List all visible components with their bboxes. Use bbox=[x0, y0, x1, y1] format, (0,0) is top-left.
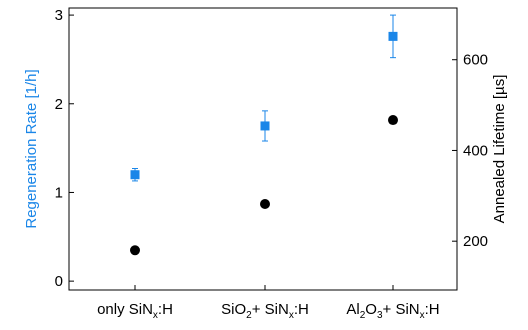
annealed-lifetime-point bbox=[388, 115, 398, 126]
right-axis-title: Annealed Lifetime [µs] bbox=[491, 75, 508, 224]
right-axis: 200 400 600 bbox=[452, 52, 488, 250]
left-axis-tick-label: 0 bbox=[55, 273, 63, 290]
regeneration-rate-point bbox=[388, 31, 398, 41]
regeneration-rate-point bbox=[130, 170, 140, 180]
data-marks bbox=[130, 14, 398, 256]
right-axis-tick-label: 200 bbox=[463, 233, 488, 250]
x-axis: only SiNx:H SiO2+ SiNx:H Al2O3+ SiNx:H bbox=[97, 285, 440, 321]
x-axis-category-label: SiO2+ SiNx:H bbox=[221, 301, 309, 321]
left-axis-title: Regeneration Rate [1/h] bbox=[23, 69, 40, 228]
right-axis-tick-label: 400 bbox=[463, 142, 488, 159]
left-axis-tick-label: 3 bbox=[55, 7, 63, 24]
regeneration-rate-point bbox=[260, 121, 270, 131]
left-axis-tick-label: 2 bbox=[55, 96, 63, 113]
x-axis-category-label: Al2O3+ SiNx:H bbox=[346, 301, 439, 321]
annealed-lifetime-point bbox=[130, 245, 140, 256]
right-axis-tick-label: 600 bbox=[463, 52, 488, 69]
annealed-lifetime-point bbox=[260, 198, 270, 209]
x-axis-category-label: only SiNx:H bbox=[97, 301, 173, 321]
left-axis-tick-label: 1 bbox=[55, 184, 63, 201]
left-axis: 0 1 2 3 bbox=[55, 7, 74, 290]
plot-frame bbox=[68, 7, 458, 291]
